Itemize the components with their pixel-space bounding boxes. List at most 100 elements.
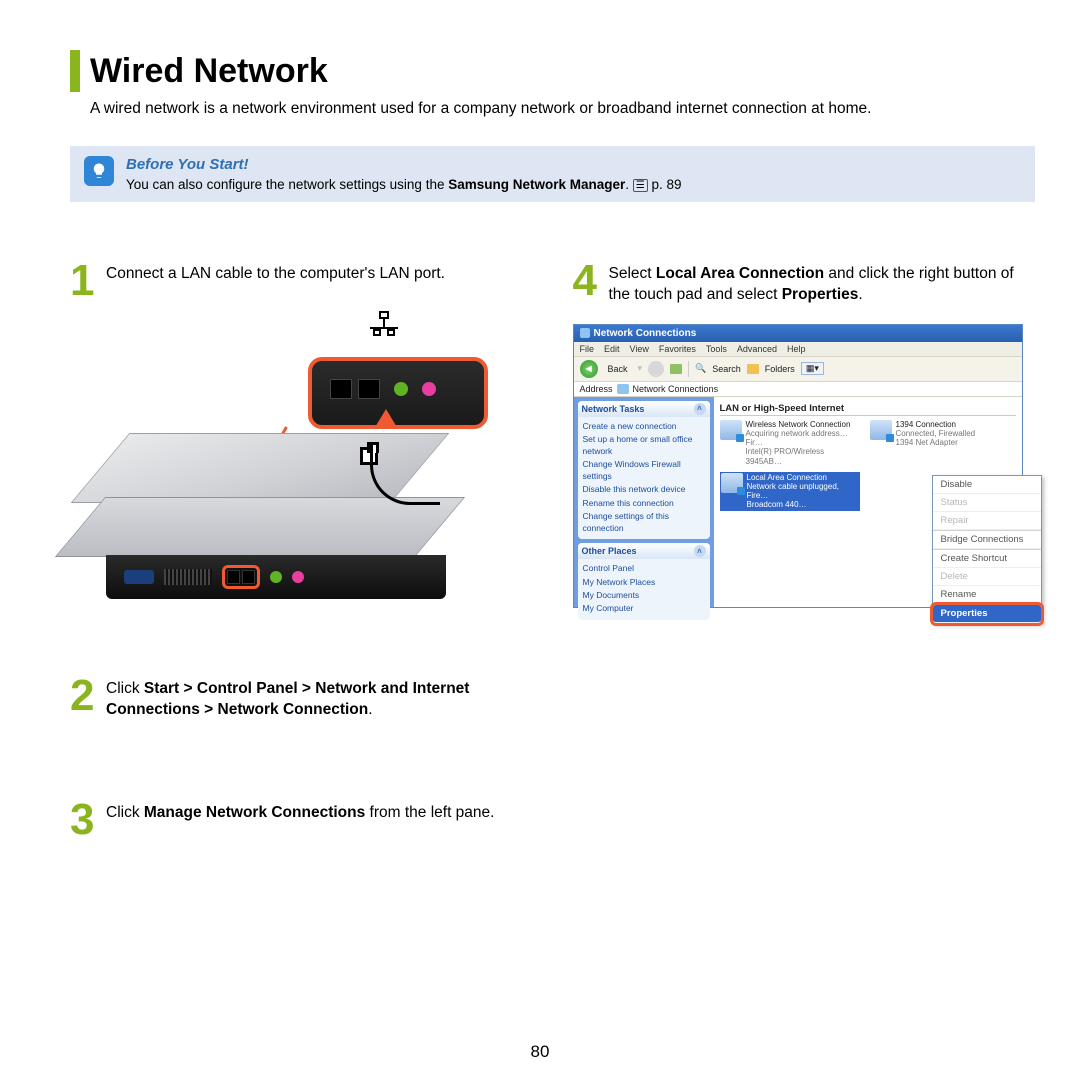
connection-wifi[interactable]: Wireless Network Connection Acquiring ne… xyxy=(720,420,860,466)
task-link[interactable]: Set up a home or small office network xyxy=(583,433,705,458)
lan-port-highlight xyxy=(222,565,260,589)
other-places-panel: Other Places ˄ Control Panel My Network P… xyxy=(578,543,710,620)
right-column: 4 Select Local Area Connection and click… xyxy=(573,262,1036,857)
window-titlebar: Network Connections xyxy=(574,325,1022,342)
lan-network-icon xyxy=(370,311,398,336)
title-accent-bar xyxy=(70,50,80,92)
search-label[interactable]: Search xyxy=(712,364,741,374)
menu-edit[interactable]: Edit xyxy=(604,344,620,354)
audio-jack-green-icon xyxy=(394,382,408,396)
place-link[interactable]: My Computer xyxy=(583,602,705,615)
menu-tools[interactable]: Tools xyxy=(706,344,727,354)
folders-icon[interactable] xyxy=(747,364,759,374)
step-3-number: 3 xyxy=(70,801,98,838)
main-pane: LAN or High-Speed Internet Wireless Netw… xyxy=(714,397,1022,607)
ctx-rename[interactable]: Rename xyxy=(933,586,1041,604)
ctx-delete: Delete xyxy=(933,568,1041,586)
before-you-start-box: Before You Start! You can also configure… xyxy=(70,146,1035,202)
infobox-text-pre: You can also configure the network setti… xyxy=(126,177,448,192)
menu-file[interactable]: File xyxy=(580,344,595,354)
place-link[interactable]: My Documents xyxy=(583,589,705,602)
step-3-text: Click Manage Network Connections from th… xyxy=(106,801,494,824)
address-bar: Address Network Connections xyxy=(574,382,1022,397)
step-4: 4 Select Local Area Connection and click… xyxy=(573,262,1036,306)
infobox-text-bold: Samsung Network Manager xyxy=(448,177,625,192)
title-row: Wired Network xyxy=(70,50,1035,92)
audio-jack-green-icon xyxy=(270,571,282,583)
task-link[interactable]: Change Windows Firewall settings xyxy=(583,458,705,483)
menu-favorites[interactable]: Favorites xyxy=(659,344,696,354)
audio-jack-pink-icon xyxy=(422,382,436,396)
task-link[interactable]: Rename this connection xyxy=(583,497,705,510)
address-icon xyxy=(617,384,629,394)
toolbar: ◄ Back ▾ 🔍Search Folders ▦▾ xyxy=(574,357,1022,382)
step-4-number: 4 xyxy=(573,262,601,299)
step-1-text: Connect a LAN cable to the computer's LA… xyxy=(106,262,445,285)
step-1: 1 Connect a LAN cable to the computer's … xyxy=(70,262,533,299)
step-2: 2 Click Start > Control Panel > Network … xyxy=(70,677,533,721)
connection-icon xyxy=(721,473,743,493)
views-button[interactable]: ▦▾ xyxy=(801,362,824,375)
lan-port-callout xyxy=(308,357,488,429)
vga-port-icon xyxy=(124,570,154,584)
search-icon[interactable]: 🔍 xyxy=(695,363,706,374)
step-4-text: Select Local Area Connection and click t… xyxy=(609,262,1036,306)
step-1-number: 1 xyxy=(70,262,98,299)
left-column: 1 Connect a LAN cable to the computer's … xyxy=(70,262,533,857)
vent-icon xyxy=(164,569,212,585)
collapse-icon[interactable]: ˄ xyxy=(694,403,706,415)
ctx-properties[interactable]: Properties xyxy=(933,605,1041,623)
connection-lan-selected[interactable]: Local Area Connection Network cable unpl… xyxy=(720,472,860,511)
back-label[interactable]: Back xyxy=(604,363,632,375)
other-places-heading: Other Places xyxy=(582,546,637,556)
ctx-repair: Repair xyxy=(933,512,1041,530)
laptop-illustration xyxy=(70,317,510,637)
place-link[interactable]: My Network Places xyxy=(583,576,705,589)
infobox-page-ref: p. 89 xyxy=(652,177,682,192)
up-icon[interactable] xyxy=(670,364,682,374)
infobox-heading: Before You Start! xyxy=(126,156,1021,173)
task-link[interactable]: Create a new connection xyxy=(583,420,705,433)
network-connections-window: Network Connections File Edit View Favor… xyxy=(573,324,1023,608)
menu-help[interactable]: Help xyxy=(787,344,806,354)
callout-arrow-icon xyxy=(374,409,398,429)
address-value: Network Connections xyxy=(633,384,719,394)
rj45-port-icon xyxy=(330,379,352,399)
window-icon xyxy=(580,328,590,338)
ctx-disable[interactable]: Disable xyxy=(933,476,1041,494)
context-menu: Disable Status Repair Bridge Connections… xyxy=(932,475,1042,624)
forward-button[interactable] xyxy=(648,361,664,377)
menu-view[interactable]: View xyxy=(630,344,649,354)
ctx-bridge[interactable]: Bridge Connections xyxy=(933,531,1041,549)
lightbulb-icon xyxy=(84,156,114,186)
network-tasks-heading: Network Tasks xyxy=(582,404,645,414)
audio-jack-pink-icon xyxy=(292,571,304,583)
section-heading: LAN or High-Speed Internet xyxy=(720,403,1016,416)
connection-1394[interactable]: 1394 Connection Connected, Firewalled 13… xyxy=(870,420,1010,466)
page-subtitle: A wired network is a network environment… xyxy=(90,100,1035,118)
place-link[interactable]: Control Panel xyxy=(583,562,705,575)
infobox-text-post: . xyxy=(625,177,633,192)
rj45-port-icon xyxy=(358,379,380,399)
page-title: Wired Network xyxy=(90,52,328,91)
network-tasks-panel: Network Tasks ˄ Create a new connection S… xyxy=(578,401,710,539)
window-title-text: Network Connections xyxy=(594,328,697,339)
task-link[interactable]: Change settings of this connection xyxy=(583,510,705,535)
step-2-number: 2 xyxy=(70,677,98,714)
side-pane: Network Tasks ˄ Create a new connection S… xyxy=(574,397,714,607)
step-3: 3 Click Manage Network Connections from … xyxy=(70,801,533,838)
connection-icon xyxy=(720,420,742,440)
menu-bar: File Edit View Favorites Tools Advanced … xyxy=(574,342,1022,357)
folders-label[interactable]: Folders xyxy=(765,364,795,374)
ctx-shortcut[interactable]: Create Shortcut xyxy=(933,550,1041,568)
back-button[interactable]: ◄ xyxy=(580,360,598,378)
task-link[interactable]: Disable this network device xyxy=(583,483,705,496)
ctx-status: Status xyxy=(933,494,1041,512)
collapse-icon[interactable]: ˄ xyxy=(694,545,706,557)
page-ref-icon: ☰ xyxy=(633,179,648,192)
infobox-text: You can also configure the network setti… xyxy=(126,177,1021,192)
page-number: 80 xyxy=(0,1042,1080,1062)
connection-icon xyxy=(870,420,892,440)
address-label: Address xyxy=(580,384,613,394)
menu-advanced[interactable]: Advanced xyxy=(737,344,777,354)
